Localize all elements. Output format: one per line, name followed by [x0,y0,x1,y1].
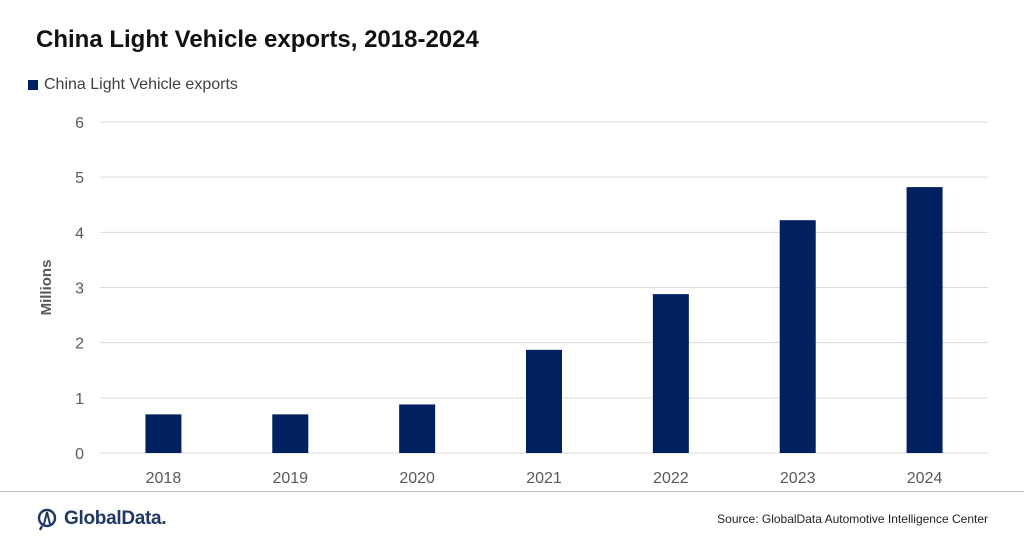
y-tick-label: 4 [75,225,84,242]
x-tick-label: 2024 [907,470,943,487]
y-tick-label: 3 [75,281,84,298]
bar-2022 [652,294,689,453]
bar-2023 [779,220,816,453]
x-tick-label: 2021 [526,470,562,487]
x-tick-label: 2023 [780,470,816,487]
x-tick-label: 2022 [653,470,689,487]
bar-2019 [272,414,309,453]
globaldata-logo: GlobalData. [36,507,167,531]
y-tick-label: 6 [75,115,84,132]
legend-swatch [28,80,38,90]
y-tick-label: 2 [75,336,84,353]
legend-label: China Light Vehicle exports [44,76,238,93]
y-axis-label: Millions [38,260,55,316]
footer-divider [0,491,1024,492]
bar-2020 [399,404,436,453]
y-tick-label: 1 [75,391,84,408]
x-tick-label: 2018 [146,470,182,487]
bar-2021 [526,349,562,453]
source-note: Source: GlobalData Automotive Intelligen… [717,512,988,526]
y-tick-label: 0 [75,446,84,463]
globaldata-logo-icon [37,508,57,531]
y-tick-label: 5 [75,170,84,187]
bar-2018 [145,414,182,453]
globaldata-logo-text: GlobalData. [64,508,167,529]
x-tick-label: 2019 [272,470,308,487]
bar-2024 [906,187,943,453]
chart-title: China Light Vehicle exports, 2018-2024 [36,26,479,53]
x-tick-label: 2020 [399,470,435,487]
legend: China Light Vehicle exports [28,76,238,94]
